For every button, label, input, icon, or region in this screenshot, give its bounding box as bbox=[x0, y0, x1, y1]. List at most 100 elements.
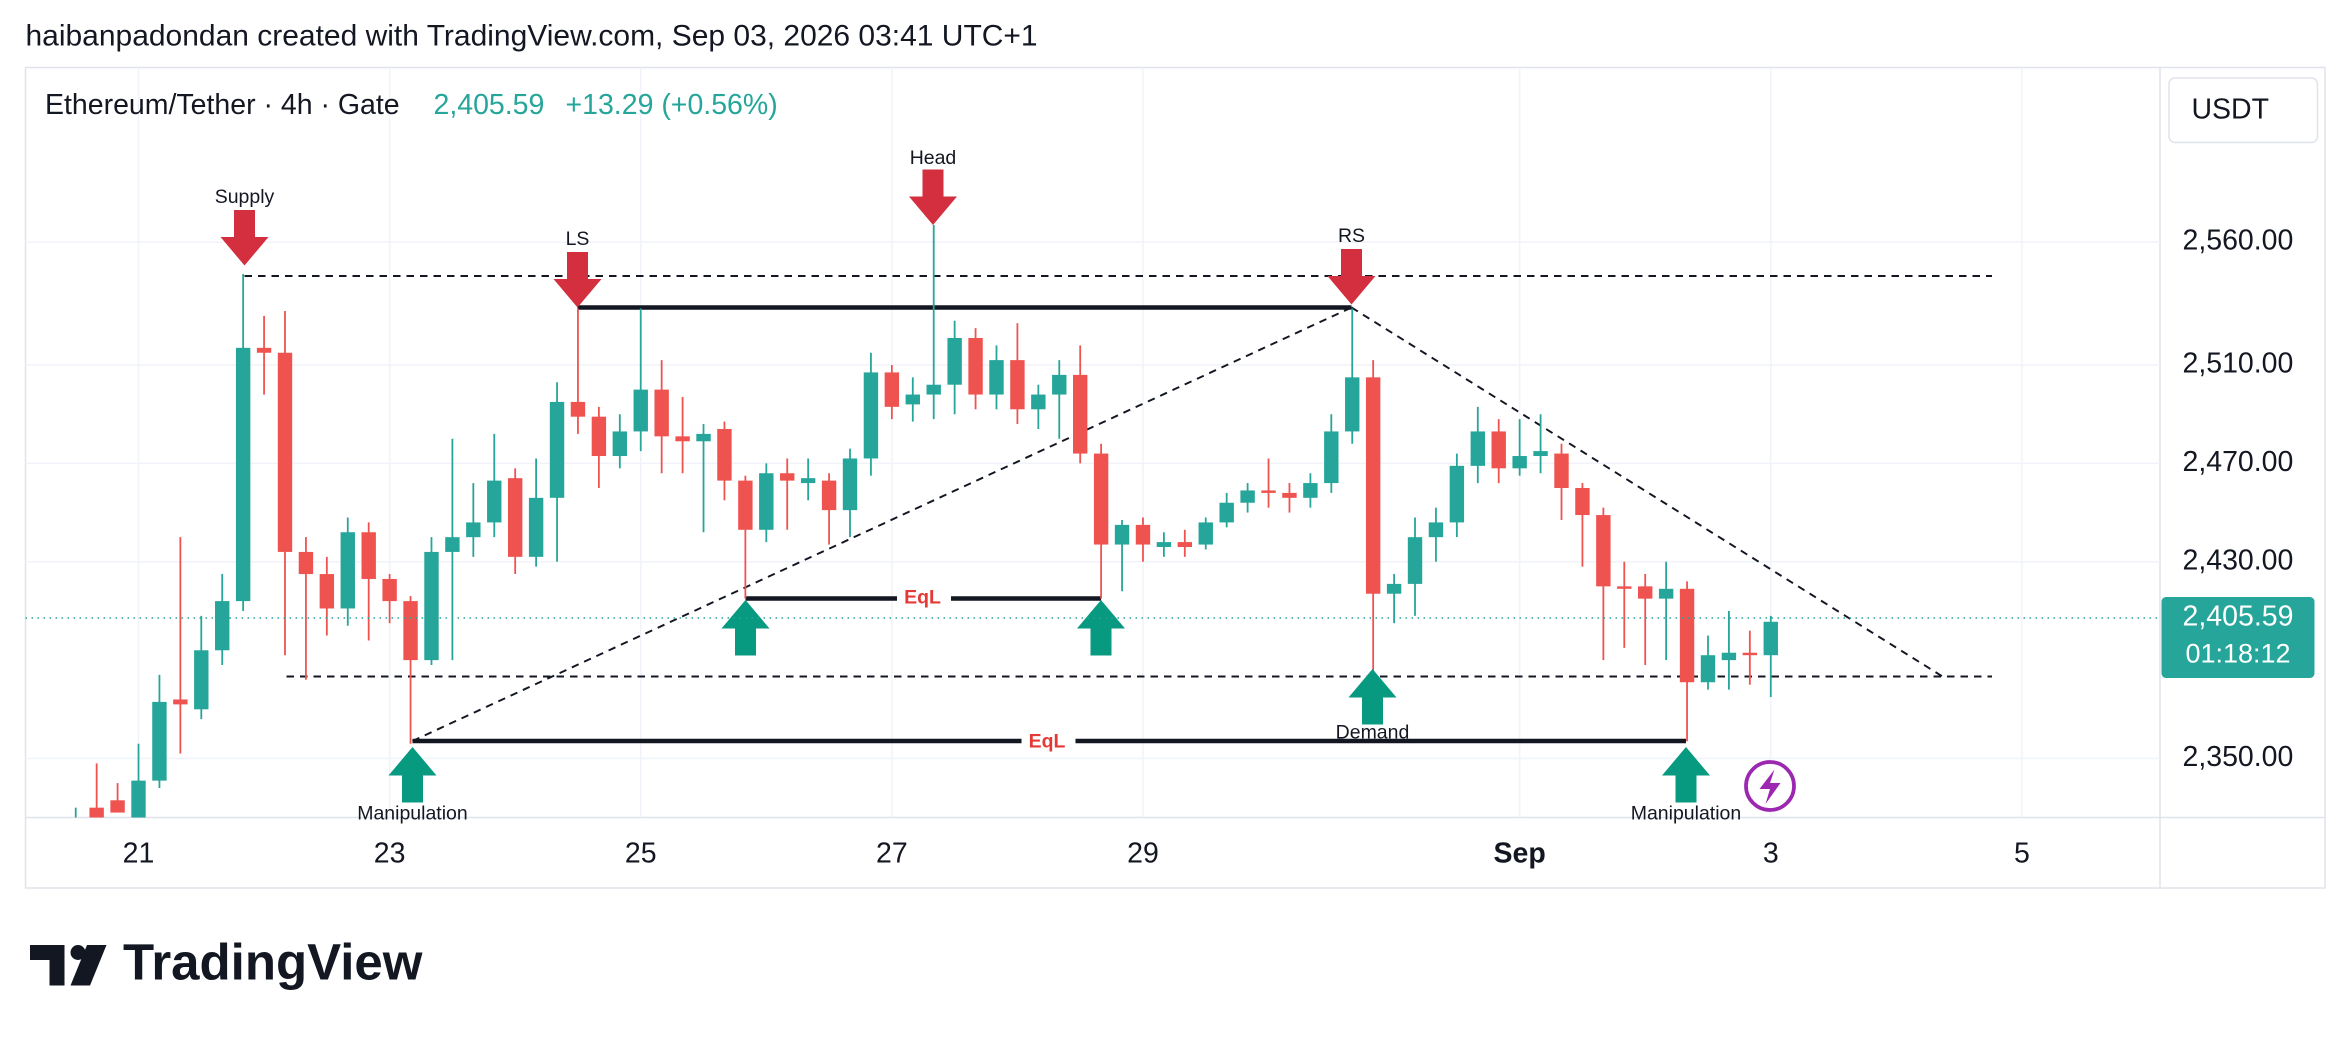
candle-body bbox=[194, 650, 209, 710]
candle-body bbox=[110, 800, 125, 813]
annotations: Supply LS Head RS EqL EqL Demand Manipulation Ma… bbox=[215, 147, 1742, 824]
logo-shape bbox=[70, 944, 86, 960]
candle-body bbox=[1093, 453, 1109, 545]
logo-shape bbox=[30, 944, 65, 986]
annotation-label: Head bbox=[910, 147, 957, 169]
candle-body bbox=[319, 574, 335, 609]
arrow-up bbox=[1661, 746, 1710, 803]
annotation-label: Supply bbox=[215, 186, 275, 208]
candle-body bbox=[1763, 621, 1778, 656]
candle-body bbox=[1428, 522, 1444, 538]
x-tick-label: 5 bbox=[2014, 838, 2030, 870]
candle-body bbox=[1219, 502, 1234, 523]
candles bbox=[68, 224, 1778, 818]
candle-body bbox=[1721, 652, 1737, 661]
annotation-label: LS bbox=[566, 228, 590, 250]
candle-body bbox=[926, 384, 941, 395]
candle-body bbox=[1303, 483, 1318, 498]
candle-body bbox=[612, 431, 628, 457]
arrow-down bbox=[909, 169, 958, 225]
candle-body bbox=[68, 817, 83, 818]
candle-body bbox=[1512, 456, 1527, 469]
x-tick-label: 27 bbox=[876, 838, 908, 870]
candle-body bbox=[1533, 451, 1548, 457]
candle-body bbox=[1700, 655, 1716, 683]
x-tick-label: 21 bbox=[123, 838, 155, 870]
candle-body bbox=[1177, 542, 1193, 548]
candle-body bbox=[1261, 490, 1276, 493]
y-tick-label: 2,430.00 bbox=[2182, 544, 2293, 576]
candle-body bbox=[1156, 542, 1172, 548]
candle-body bbox=[1198, 522, 1213, 545]
candle-body bbox=[1386, 583, 1402, 594]
candle-body bbox=[215, 601, 230, 651]
candle-body bbox=[696, 433, 711, 442]
candle-body bbox=[1470, 431, 1485, 466]
candle-body bbox=[235, 347, 251, 602]
annotation-label: Manipulation bbox=[1631, 803, 1742, 825]
candle-body bbox=[528, 497, 544, 557]
candle-body bbox=[487, 480, 502, 523]
logo-mark bbox=[30, 944, 107, 986]
annotation-label: EqL bbox=[904, 587, 941, 609]
candle-body bbox=[821, 480, 837, 511]
candle-body bbox=[905, 394, 920, 405]
arrow-up bbox=[1348, 668, 1397, 725]
candle-body bbox=[152, 701, 167, 781]
candle-body bbox=[738, 480, 753, 530]
candle-body bbox=[173, 699, 188, 705]
annotation-label: EqL bbox=[1029, 731, 1066, 753]
candle-body bbox=[549, 401, 565, 498]
candle-body bbox=[1679, 588, 1695, 683]
x-tick-label: 29 bbox=[1127, 838, 1159, 870]
last-price-label: 2,405.59 bbox=[2183, 601, 2294, 633]
candle-body bbox=[800, 478, 816, 484]
y-tick-label: 2,560.00 bbox=[2182, 225, 2293, 257]
x-tick-label: 25 bbox=[625, 838, 657, 870]
trend-line bbox=[412, 306, 1352, 742]
candle-body bbox=[1052, 374, 1067, 395]
candle-body bbox=[759, 473, 774, 530]
candle-body bbox=[1114, 524, 1130, 545]
y-tick-label: 2,350.00 bbox=[2182, 741, 2293, 773]
annotation-label: Demand bbox=[1336, 722, 1410, 744]
candle-body bbox=[675, 436, 690, 442]
arrow-down bbox=[553, 251, 602, 308]
candle-body bbox=[1742, 652, 1758, 656]
candle-body bbox=[361, 532, 376, 579]
logo-shape bbox=[70, 944, 107, 986]
arrow-up bbox=[388, 746, 437, 803]
legend-title: Ethereum/Tether · 4h · Gate bbox=[45, 89, 400, 121]
x-tick-label: 3 bbox=[1763, 838, 1779, 870]
candle-body bbox=[884, 372, 900, 407]
candle-body bbox=[1365, 377, 1381, 594]
candle-body bbox=[89, 807, 104, 818]
candle-body bbox=[591, 416, 607, 457]
candle-body bbox=[256, 347, 272, 353]
header: haibanpadondan created with TradingView.… bbox=[26, 19, 1038, 52]
candle-body bbox=[780, 473, 795, 481]
candle-body bbox=[382, 578, 397, 602]
candle-body bbox=[1282, 492, 1297, 498]
trend-line bbox=[1350, 306, 1944, 678]
arrow-down bbox=[220, 209, 269, 266]
arrow-up bbox=[1077, 599, 1126, 656]
candle-body bbox=[1449, 465, 1465, 523]
candle-body bbox=[1596, 515, 1611, 587]
currency-box[interactable] bbox=[2168, 77, 2319, 144]
candle-body bbox=[842, 458, 858, 511]
legend-change: +13.29 (+0.56%) bbox=[566, 89, 778, 121]
alert-bolt bbox=[1759, 769, 1781, 804]
candle-body bbox=[1638, 586, 1653, 599]
currency[interactable]: USDT bbox=[2191, 94, 2269, 126]
candle-body bbox=[131, 780, 146, 818]
arrow-up bbox=[721, 599, 770, 656]
candle-body bbox=[466, 522, 481, 538]
drawings bbox=[244, 275, 1992, 744]
x-tick-label: Sep bbox=[1494, 838, 1546, 870]
annotation-label: Manipulation bbox=[357, 803, 468, 825]
candle-body bbox=[445, 537, 460, 552]
candle-body bbox=[1072, 374, 1088, 454]
